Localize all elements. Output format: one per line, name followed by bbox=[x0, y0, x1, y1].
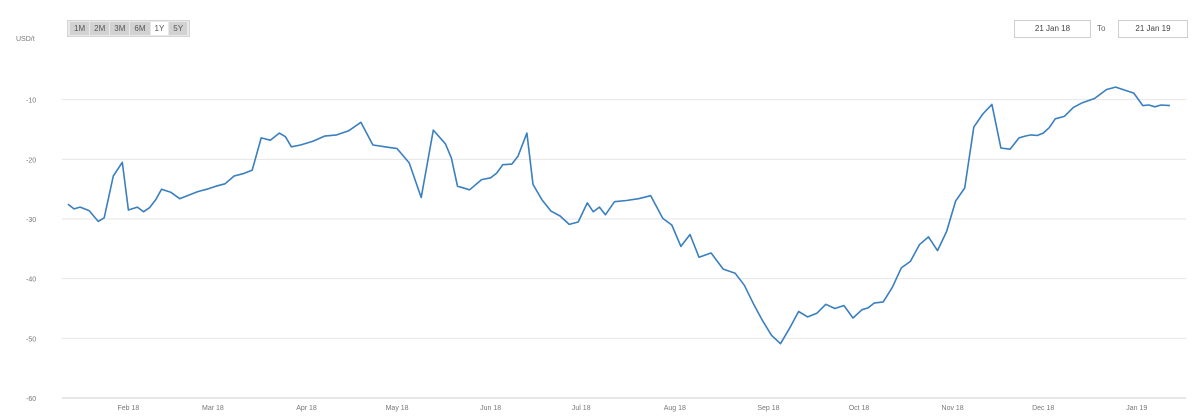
y-tick-label: -60 bbox=[26, 396, 36, 403]
range-selector: 1M 2M 3M 6M 1Y 5Y bbox=[67, 20, 191, 37]
price-series-line bbox=[67, 86, 1171, 345]
x-tick-label: Apr 18 bbox=[296, 405, 317, 412]
x-tick-label: Aug 18 bbox=[664, 405, 686, 412]
x-tick-label: Sep 18 bbox=[757, 405, 779, 412]
range-1m-button[interactable]: 1M bbox=[70, 22, 90, 35]
x-tick-label: Oct 18 bbox=[849, 405, 870, 412]
x-tick-label: May 18 bbox=[386, 405, 409, 412]
range-5y-button[interactable]: 5Y bbox=[169, 22, 188, 35]
range-1y-button[interactable]: 1Y bbox=[150, 22, 169, 35]
x-tick-label: Jan 19 bbox=[1126, 405, 1147, 412]
x-tick-label: Feb 18 bbox=[117, 405, 139, 412]
to-date-input[interactable]: 21 Jan 19 bbox=[1118, 20, 1188, 38]
y-axis-unit-label: USD/t bbox=[16, 36, 35, 43]
y-tick-label: -20 bbox=[26, 157, 36, 164]
x-tick-label: Jun 18 bbox=[480, 405, 501, 412]
x-tick-label: Mar 18 bbox=[202, 405, 224, 412]
x-tick-label: Nov 18 bbox=[942, 405, 964, 412]
y-tick-label: -10 bbox=[26, 98, 36, 105]
range-3m-button[interactable]: 3M bbox=[110, 22, 130, 35]
x-tick-label: Jul 18 bbox=[572, 405, 591, 412]
from-date-input[interactable]: 21 Jan 18 bbox=[1014, 20, 1091, 38]
range-6m-button[interactable]: 6M bbox=[130, 22, 150, 35]
y-tick-label: -40 bbox=[26, 277, 36, 284]
y-tick-label: -30 bbox=[26, 217, 36, 224]
to-label: To bbox=[1097, 24, 1106, 33]
y-tick-label: -50 bbox=[26, 336, 36, 343]
x-tick-label: Dec 18 bbox=[1032, 405, 1054, 412]
range-2m-button[interactable]: 2M bbox=[90, 22, 110, 35]
